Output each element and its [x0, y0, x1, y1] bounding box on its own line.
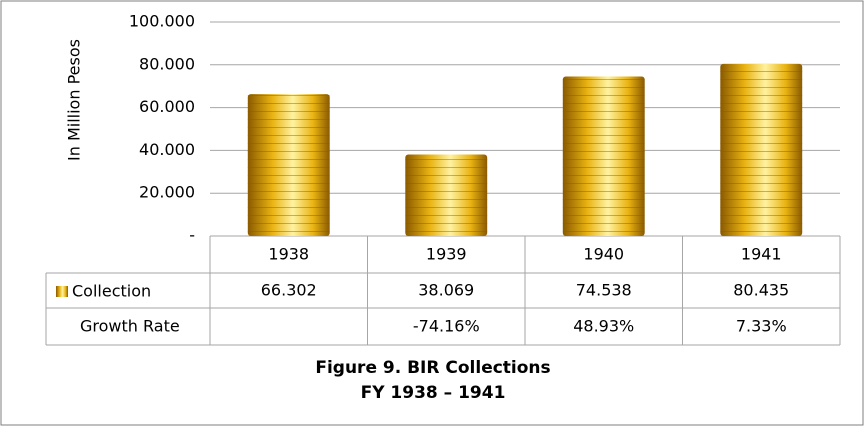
table-cell: -74.16% [413, 317, 480, 336]
x-tick-label: 1941 [741, 245, 782, 264]
chart-subtitle: FY 1938 – 1941 [361, 383, 506, 403]
y-axis-label: In Million Pesos [65, 39, 84, 161]
x-tick-label: 1940 [583, 245, 624, 264]
y-tick-label: 100.000 [129, 12, 195, 31]
y-tick-label: 80.000 [139, 54, 195, 73]
chart-title: Figure 9. BIR Collections [315, 358, 550, 378]
bar [720, 64, 802, 236]
table-row-label: Growth Rate [80, 317, 180, 336]
bar [405, 155, 487, 236]
bar [248, 94, 330, 236]
x-tick-label: 1939 [426, 245, 467, 264]
legend-marker [56, 286, 68, 297]
y-tick-label: - [189, 226, 195, 245]
x-tick-label: 1938 [268, 245, 309, 264]
table-value: 80.435 [733, 281, 789, 300]
table-value: 38.069 [418, 281, 474, 300]
table-cell: 48.93% [573, 317, 634, 336]
table-value: 74.538 [576, 281, 632, 300]
y-tick-label: 40.000 [139, 140, 195, 159]
y-tick-label: 20.000 [139, 183, 195, 202]
table-value: 66.302 [261, 281, 317, 300]
chart: In Million Pesos Figure 9. BIR Collectio… [0, 0, 868, 428]
legend-label: Collection [72, 282, 151, 301]
y-tick-label: 60.000 [139, 97, 195, 116]
table-cell: 7.33% [736, 317, 787, 336]
bar [563, 76, 645, 236]
